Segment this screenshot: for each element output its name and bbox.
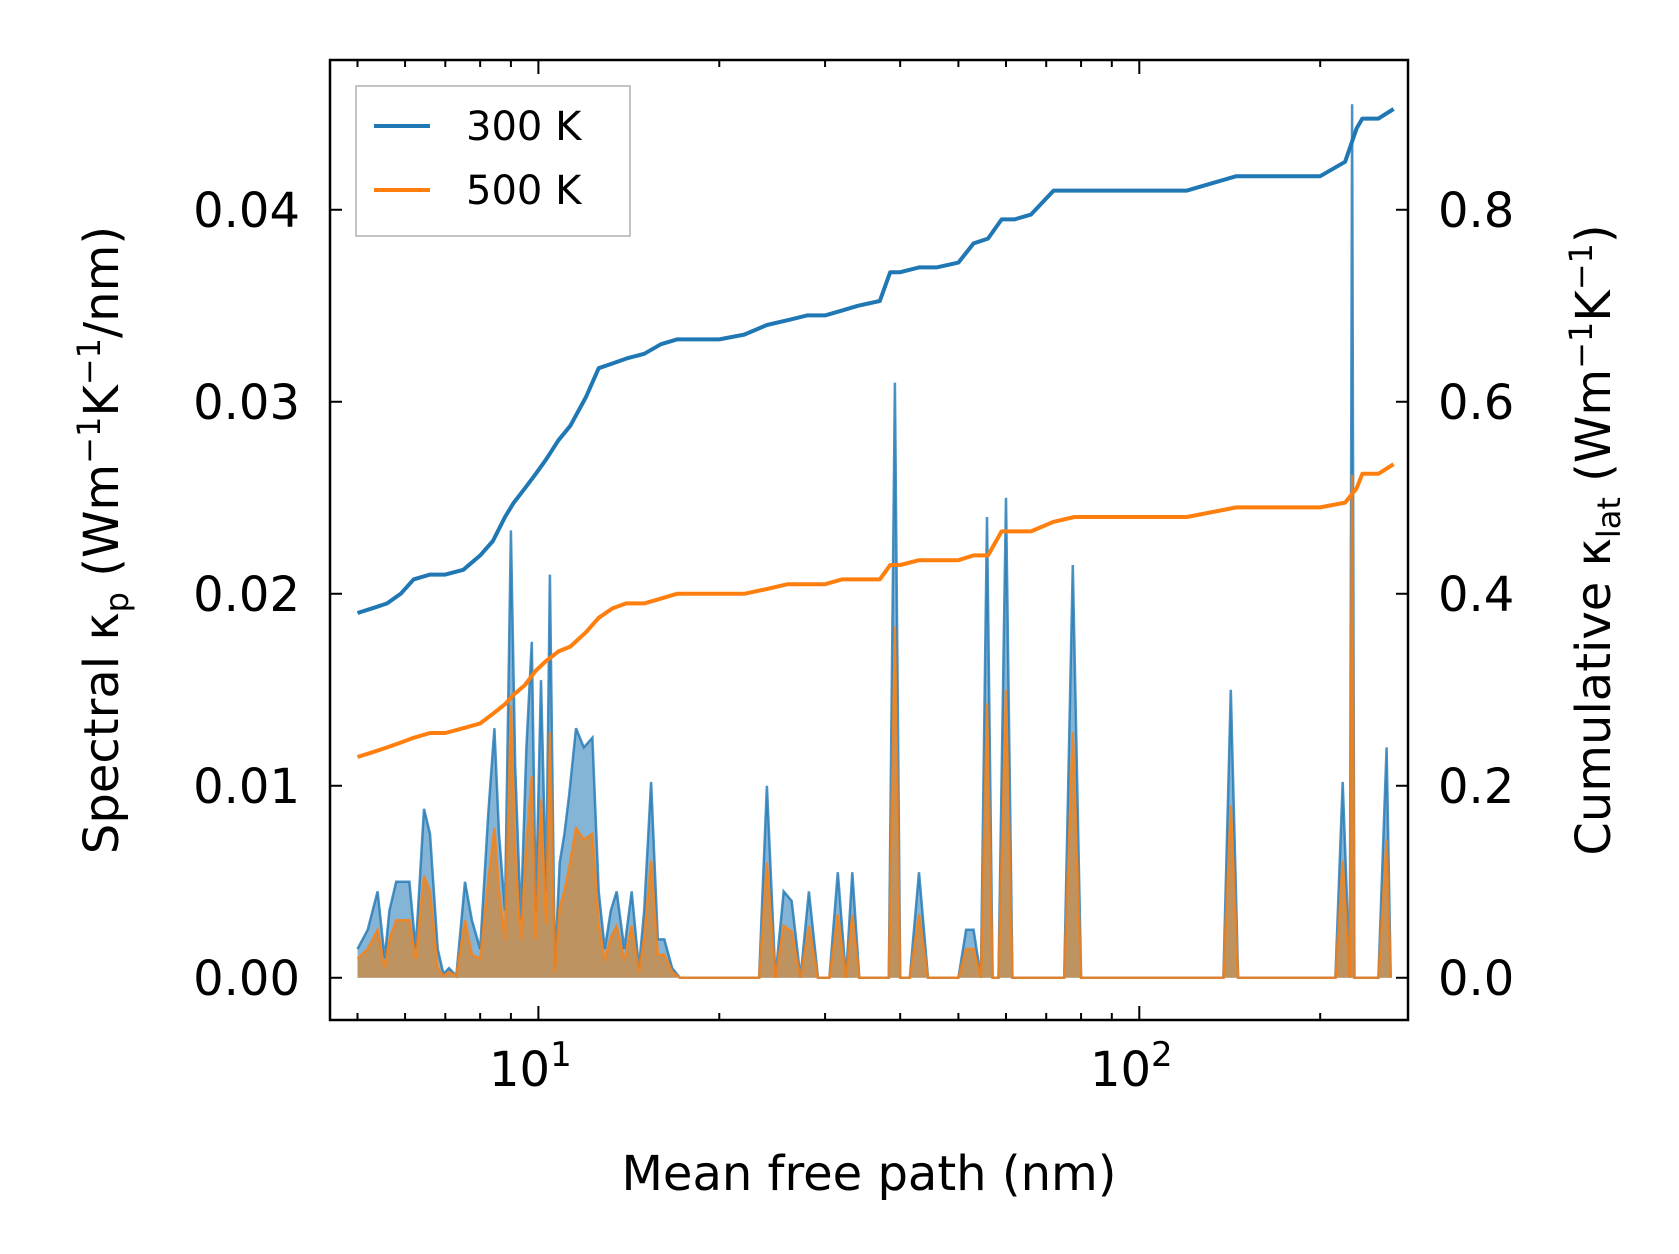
left-title-prefix: Spectral κ: [74, 612, 130, 854]
left-title-exp1: −1: [70, 417, 108, 464]
right-tick-label: 0.4: [1438, 567, 1514, 623]
spectral-layer: [356, 104, 1392, 980]
left-title-tail: /nm): [74, 226, 130, 338]
legend-label-300k: 300 K: [466, 104, 583, 150]
right-tick-label: 0.6: [1438, 375, 1514, 431]
right-title-tail: ): [1566, 224, 1622, 243]
left-tick-label: 0.02: [193, 567, 300, 623]
legend: 300 K 500 K: [355, 85, 631, 237]
x-tick-exponent: 2: [1151, 1035, 1173, 1075]
spectral-500k-line: [356, 474, 1392, 980]
right-title-units: (Wm: [1566, 369, 1622, 497]
left-title-sub: p: [98, 592, 136, 612]
legend-box: [355, 85, 631, 237]
x-tick-mantissa: 10: [489, 1042, 550, 1098]
cumulative-line-300k: [356, 107, 1395, 615]
x-tick-exponent: 1: [550, 1035, 572, 1075]
right-tick-label: 0.8: [1438, 183, 1514, 239]
x-tick-label: 101: [489, 1035, 572, 1098]
left-title-mid: K: [74, 384, 130, 417]
right-axis-title: Cumulative κlat (Wm−1K−1): [1562, 224, 1628, 855]
legend-label-500k: 500 K: [466, 168, 583, 214]
x-axis-title: Mean free path (nm): [622, 1146, 1117, 1202]
left-title-units: (Wm: [74, 464, 130, 592]
left-title-exp2: −1: [70, 338, 108, 385]
left-tick-label: 0.01: [193, 759, 300, 815]
x-tick-label: 102: [1090, 1035, 1173, 1098]
right-tick-label: 0.2: [1438, 759, 1514, 815]
x-tick-mantissa: 10: [1090, 1042, 1151, 1098]
cumulative-layer: [356, 107, 1395, 759]
left-tick-label: 0.04: [193, 183, 300, 239]
right-title-prefix: Cumulative κ: [1566, 538, 1622, 856]
left-tick-label: 0.03: [193, 375, 300, 431]
right-title-exp2: −1: [1562, 243, 1600, 290]
left-tick-label: 0.00: [193, 951, 300, 1007]
right-title-sub: lat: [1590, 497, 1628, 538]
axes-frame: [328, 58, 1410, 1022]
plot-area: [356, 104, 1395, 980]
cumulative-line-500k: [356, 462, 1395, 759]
left-axis-title: Spectral κp (Wm−1K−1/nm): [70, 226, 136, 854]
right-title-exp1: −1: [1562, 322, 1600, 369]
right-title-mid: K: [1566, 289, 1622, 322]
right-tick-label: 0.0: [1438, 951, 1514, 1007]
